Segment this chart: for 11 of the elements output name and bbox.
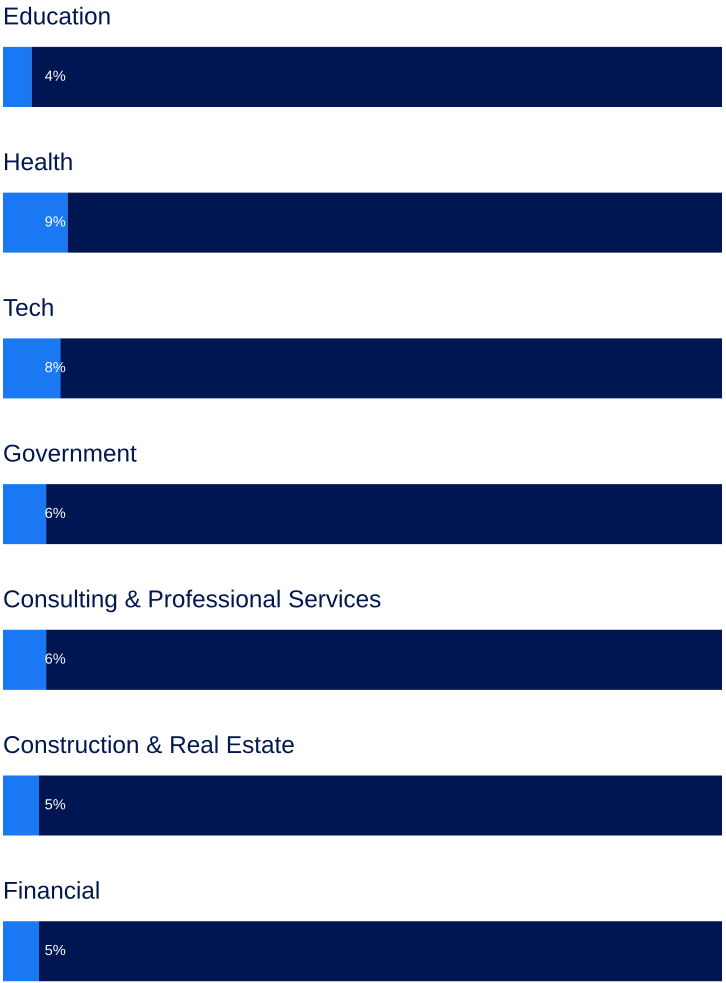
y-tick-label: Health <box>4 152 72 170</box>
y-tick-label: Tech <box>4 298 53 316</box>
data-label: 5% <box>45 944 66 956</box>
y-tick-label: Construction & Real Estate <box>4 735 294 754</box>
data-label: 4% <box>45 70 66 81</box>
data-label: 9% <box>45 216 66 227</box>
y-tick-label: Government <box>4 444 137 462</box>
y-tick-label: Education <box>4 6 110 25</box>
y-tick-label: Financial <box>4 881 99 899</box>
data-label: 5% <box>45 799 66 810</box>
y-tick-label: Consulting & Professional Services <box>4 590 380 612</box>
